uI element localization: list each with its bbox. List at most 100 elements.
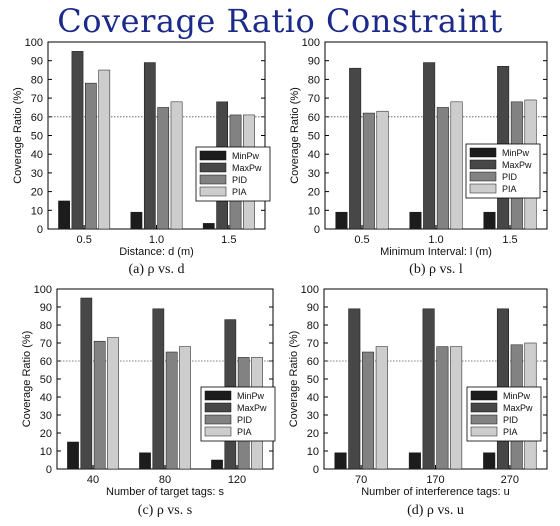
chart-0-bar-maxpw-0 bbox=[71, 51, 84, 230]
chart-0-ytick-label: 60 bbox=[31, 112, 43, 124]
chart-0-ytick-label: 80 bbox=[31, 74, 43, 86]
chart-1-ytick-label: 30 bbox=[308, 168, 320, 180]
chart-3-legend-label-maxpw: MaxPw bbox=[503, 403, 533, 413]
chart-1-ytick-label: 80 bbox=[308, 74, 320, 86]
chart-2-ytick-label: 40 bbox=[40, 392, 52, 404]
chart-2-xtick-label: 120 bbox=[228, 474, 246, 486]
chart-0-bar-minpw-1 bbox=[130, 211, 143, 230]
chart-2-legend-label-pid: PID bbox=[237, 415, 253, 425]
chart-3-ytick-label: 70 bbox=[307, 338, 319, 350]
chart-2-ytick-label: 80 bbox=[40, 320, 52, 332]
chart-3-ytick-label: 50 bbox=[307, 374, 319, 386]
chart-2-bar-minpw-1 bbox=[139, 452, 151, 470]
chart-2-bar-maxpw-0 bbox=[80, 297, 93, 470]
chart-0-bar-pia-0 bbox=[98, 69, 111, 230]
chart-3-bar-pia-0 bbox=[375, 346, 388, 470]
chart-1-bar-pia-0 bbox=[376, 110, 389, 230]
chart-1-bar-pid-1 bbox=[436, 107, 449, 230]
page-title: Coverage Ratio Constraint bbox=[57, 2, 503, 40]
chart-1-ytick-label: 60 bbox=[308, 112, 320, 124]
chart-1-bar-minpw-1 bbox=[409, 211, 422, 230]
chart-0-ytick-label: 70 bbox=[31, 93, 43, 105]
chart-2-legend-swatch-pid bbox=[204, 414, 232, 425]
chart-1-legend-swatch-minpw bbox=[469, 147, 497, 158]
chart-0-xtick-label: 0.5 bbox=[77, 234, 92, 246]
chart-3-ytick-label: 40 bbox=[307, 392, 319, 404]
chart-0-bar-pid-0 bbox=[85, 82, 97, 230]
chart-3-ytick-label: 80 bbox=[307, 320, 319, 332]
chart-2-bar-maxpw-1 bbox=[152, 308, 165, 470]
chart-0-bar-pid-1 bbox=[157, 107, 170, 230]
chart-0-ytick-label: 100 bbox=[25, 37, 43, 49]
chart-0-ytick-label: 0 bbox=[37, 224, 43, 236]
chart-3-ytick-label: 30 bbox=[307, 410, 319, 422]
chart-0-legend-swatch-pid bbox=[199, 174, 227, 185]
chart-3-ytick-label: 90 bbox=[307, 302, 319, 314]
chart-2-bar-pid-0 bbox=[93, 340, 106, 470]
chart-1-ytick-label: 40 bbox=[308, 149, 320, 161]
chart-0-legend-swatch-maxpw bbox=[199, 162, 227, 173]
chart-3-bar-pia-1 bbox=[450, 346, 463, 470]
chart-0-legend-label-pid: PID bbox=[232, 175, 248, 185]
chart-2-ylabel: Coverage Ratio (%) bbox=[21, 331, 33, 428]
chart-3-legend-swatch-pia bbox=[470, 426, 498, 437]
chart-1-ytick-label: 20 bbox=[308, 187, 320, 199]
chart-1-ytick-label: 0 bbox=[314, 224, 320, 236]
chart-2-ytick-label: 30 bbox=[40, 410, 52, 422]
chart-3-bar-pid-0 bbox=[362, 351, 375, 470]
chart-1-ytick-label: 10 bbox=[308, 205, 320, 217]
chart-3-bar-maxpw-0 bbox=[348, 308, 361, 470]
chart-0-bar-pia-1 bbox=[170, 101, 183, 230]
chart-3-bar-minpw-0 bbox=[334, 452, 347, 470]
chart-1-legend-label-pia: PIA bbox=[502, 184, 517, 194]
chart-1-bar-pid-0 bbox=[362, 112, 375, 230]
chart-3-xtick-label: 270 bbox=[501, 474, 519, 486]
chart-0-ylabel: Coverage Ratio (%) bbox=[12, 87, 24, 184]
chart-2-ytick-label: 70 bbox=[40, 338, 52, 350]
chart-0-xtick-label: 1.0 bbox=[149, 234, 164, 246]
chart-2-bar-minpw-0 bbox=[67, 441, 79, 470]
chart-2-ytick-label: 50 bbox=[40, 374, 52, 386]
chart-0-caption: (a) ρ vs. d bbox=[129, 262, 185, 277]
chart-1-legend-label-maxpw: MaxPw bbox=[502, 160, 532, 170]
chart-3-ytick-label: 60 bbox=[307, 356, 319, 368]
chart-2-legend-swatch-maxpw bbox=[204, 402, 232, 413]
chart-2-xtick-label: 40 bbox=[87, 474, 99, 486]
chart-0-ytick-label: 40 bbox=[31, 149, 43, 161]
chart-1-bar-maxpw-1 bbox=[423, 62, 436, 230]
chart-0-ytick-label: 90 bbox=[31, 56, 43, 68]
chart-2-ytick-label: 100 bbox=[34, 284, 52, 296]
chart-1-caption: (b) ρ vs. l bbox=[409, 262, 463, 277]
chart-2-bar-pia-0 bbox=[107, 337, 119, 470]
chart-3-xtick-label: 170 bbox=[426, 474, 444, 486]
chart-0-bar-minpw-2 bbox=[202, 223, 215, 230]
chart-1-xtick-label: 1.5 bbox=[502, 234, 517, 246]
chart-2-legend-label-maxpw: MaxPw bbox=[237, 403, 267, 413]
chart-3-caption: (d) ρ vs. u bbox=[407, 503, 464, 518]
chart-3-ytick-label: 100 bbox=[301, 284, 319, 296]
chart-2-legend-swatch-pia bbox=[204, 426, 232, 437]
chart-2-ytick-label: 0 bbox=[46, 464, 52, 476]
chart-1-legend-label-pid: PID bbox=[502, 172, 518, 182]
chart-1-ytick-label: 90 bbox=[308, 56, 320, 68]
chart-1-bar-minpw-2 bbox=[483, 211, 496, 230]
chart-3-ylabel: Coverage Ratio (%) bbox=[288, 331, 300, 428]
chart-2-bar-minpw-2 bbox=[211, 459, 223, 470]
chart-0-legend-label-maxpw: MaxPw bbox=[232, 163, 262, 173]
chart-2-legend-label-pia: PIA bbox=[237, 427, 252, 437]
chart-3-bar-minpw-1 bbox=[408, 452, 421, 470]
chart-2-ytick-label: 60 bbox=[40, 356, 52, 368]
chart-3-xlabel: Number of interference tags: u bbox=[361, 486, 510, 498]
chart-3-legend-label-pia: PIA bbox=[503, 427, 518, 437]
chart-0-legend-swatch-minpw bbox=[199, 150, 227, 161]
chart-1-ytick-label: 70 bbox=[308, 93, 320, 105]
chart-1-bar-pia-1 bbox=[450, 101, 463, 230]
chart-2-legend-swatch-minpw bbox=[204, 390, 232, 401]
chart-3-ytick-label: 0 bbox=[313, 464, 319, 476]
chart-0-ytick-label: 50 bbox=[31, 131, 43, 143]
chart-2-xlabel: Number of target tags: s bbox=[106, 486, 224, 498]
chart-3-legend-swatch-minpw bbox=[470, 390, 498, 401]
chart-1-xtick-label: 1.0 bbox=[428, 234, 443, 246]
chart-1-bar-minpw-0 bbox=[335, 211, 348, 230]
